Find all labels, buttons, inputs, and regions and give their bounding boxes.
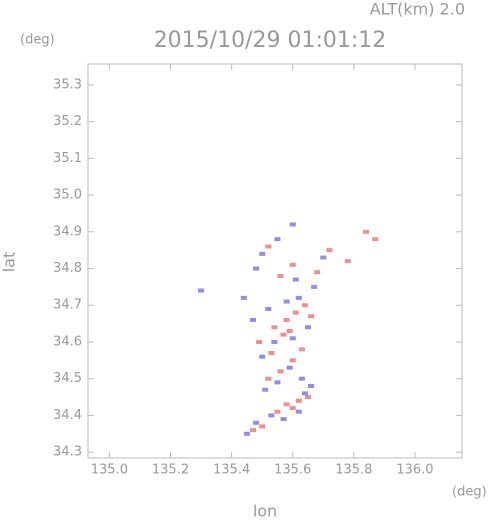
plot-frame xyxy=(87,63,463,459)
y-tick-label: 34.4 xyxy=(53,408,82,423)
x-tick-label: 135.6 xyxy=(274,463,311,478)
y-tick-label: 34.7 xyxy=(53,298,82,313)
radar-point xyxy=(280,332,287,337)
radar-point xyxy=(283,317,290,322)
y-tick-label: 35.1 xyxy=(53,151,82,166)
radar-point xyxy=(363,229,370,234)
radar-point xyxy=(311,284,318,289)
x-tick-label: 135.2 xyxy=(152,463,189,478)
radar-point xyxy=(271,339,278,344)
radar-point xyxy=(289,336,296,341)
radar-point xyxy=(277,273,284,278)
radar-point xyxy=(259,354,266,359)
radar-point xyxy=(289,358,296,363)
radar-point xyxy=(298,347,305,352)
y-tick-label: 34.8 xyxy=(53,261,82,276)
x-tick-label: 135.8 xyxy=(335,463,372,478)
radar-point xyxy=(283,402,290,407)
radar-point xyxy=(265,244,272,249)
radar-point xyxy=(305,395,311,400)
radar-point xyxy=(271,325,278,330)
y-axis-label: lat xyxy=(0,252,19,273)
radar-point xyxy=(298,376,305,381)
y-tick-label: 34.6 xyxy=(53,334,82,349)
x-tick-label: 136.0 xyxy=(396,463,433,478)
radar-point xyxy=(308,384,315,389)
radar-point xyxy=(289,222,296,227)
radar-point xyxy=(277,369,284,374)
y-unit: (deg) xyxy=(20,33,55,48)
radar-point xyxy=(326,248,333,253)
radar-point xyxy=(372,237,379,242)
radar-point xyxy=(274,237,281,242)
radar-point xyxy=(320,255,327,260)
y-tick-label: 34.9 xyxy=(53,224,82,239)
radar-point xyxy=(292,310,299,315)
radar-point xyxy=(305,325,311,330)
radar-point xyxy=(286,365,293,370)
radar-point xyxy=(314,270,321,275)
radar-point xyxy=(274,409,281,414)
radar-point xyxy=(262,387,269,392)
radar-point xyxy=(295,398,302,403)
radar-point xyxy=(198,288,205,293)
x-unit: (deg) xyxy=(452,485,487,500)
radar-point xyxy=(295,295,302,300)
y-tick-label: 34.5 xyxy=(53,371,82,386)
radar-point xyxy=(301,303,308,308)
y-tick-label: 34.3 xyxy=(53,445,82,460)
radar-point xyxy=(289,262,296,267)
y-tick-label: 35.0 xyxy=(53,188,82,203)
radar-point xyxy=(280,417,287,422)
radar-point xyxy=(344,259,351,264)
x-tick-label: 135.0 xyxy=(91,463,128,478)
radar-point xyxy=(274,380,281,385)
annotation: ALT(km) 2.0 xyxy=(370,0,465,19)
radar-point xyxy=(268,413,275,418)
radar-point xyxy=(295,409,302,414)
radar-point xyxy=(289,406,296,411)
radar-point xyxy=(265,376,272,381)
radar-point xyxy=(268,350,275,355)
y-tick-label: 35.2 xyxy=(53,114,82,129)
radar-point xyxy=(250,428,256,433)
radar-point xyxy=(259,251,266,256)
y-tick-label: 35.3 xyxy=(53,77,82,92)
radar-point xyxy=(286,328,293,333)
radar-point xyxy=(265,306,272,311)
radar-point xyxy=(240,295,247,300)
radar-point xyxy=(243,431,250,436)
radar-point xyxy=(253,420,260,425)
chart-title: 2015/10/29 01:01:12 xyxy=(154,28,387,53)
radar-point xyxy=(283,299,290,304)
radar-point xyxy=(256,339,263,344)
radar-point xyxy=(259,424,266,429)
radar-point xyxy=(292,277,299,282)
radar-point xyxy=(253,266,260,271)
x-axis-label: lon xyxy=(253,502,277,521)
x-tick-label: 135.4 xyxy=(213,463,250,478)
radar-point xyxy=(250,317,256,322)
radar-point xyxy=(301,391,308,396)
radar-point xyxy=(308,314,315,319)
